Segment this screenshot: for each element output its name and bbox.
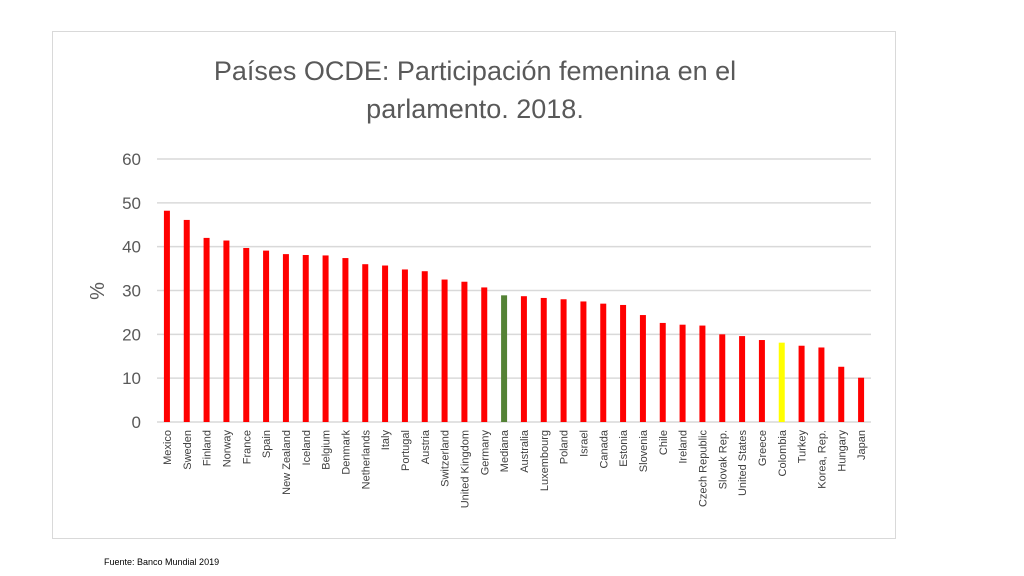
bar-germany <box>481 287 488 422</box>
bar-mediana <box>501 295 508 422</box>
bar-new-zealand <box>282 254 289 422</box>
bar-netherlands <box>362 264 369 422</box>
bar-slovenia <box>639 315 646 422</box>
x-tick-label-turkey: Turkey <box>797 430 809 464</box>
bar-austria <box>421 271 428 422</box>
x-tick-label-poland: Poland <box>559 430 571 464</box>
bar-canada <box>600 303 607 422</box>
x-tick-label-germany: Germany <box>479 430 491 476</box>
chart-title-line-1: Países OCDE: Participación femenina en e… <box>214 56 736 86</box>
x-tick-label-ireland: Ireland <box>678 430 690 464</box>
x-tick-label-united-states: United States <box>737 430 749 497</box>
bar-belgium <box>322 255 329 422</box>
bar-france <box>243 247 250 422</box>
bar-poland <box>560 299 567 422</box>
x-tick-label-estonia: Estonia <box>618 429 630 467</box>
y-tick-label-20: 20 <box>122 325 141 344</box>
x-tick-label-new-zealand: New Zealand <box>281 430 293 495</box>
bar-spain <box>263 250 270 422</box>
bar-australia <box>520 296 527 422</box>
x-tick-label-slovenia: Slovenia <box>638 429 650 472</box>
bar-luxembourg <box>540 297 547 422</box>
bar-united-states <box>739 336 746 422</box>
bar-colombia <box>778 342 785 422</box>
x-tick-label-japan: Japan <box>856 430 868 460</box>
x-tick-label-australia: Australia <box>519 429 531 473</box>
x-tick-label-austria: Austria <box>420 429 432 464</box>
bar-ireland <box>679 324 686 422</box>
chart-frame: Países OCDE: Participación femenina en e… <box>52 31 896 539</box>
bar-italy <box>382 265 389 422</box>
bar-chart: Países OCDE: Participación femenina en e… <box>87 56 871 508</box>
y-tick-label-0: 0 <box>132 413 141 432</box>
bar-sweden <box>183 219 190 422</box>
x-tick-label-spain: Spain <box>261 430 273 458</box>
y-tick-labels: 0 10 20 30 40 50 60 <box>122 150 141 432</box>
x-tick-label-israel: Israel <box>578 430 590 457</box>
bar-korea-rep <box>818 347 825 422</box>
source-note: Fuente: Banco Mundial 2019 <box>104 557 220 567</box>
x-tick-label-korea-rep: Korea, Rep. <box>816 430 828 489</box>
y-tick-label-50: 50 <box>122 194 141 213</box>
bar-portugal <box>401 269 408 422</box>
bar-hungary <box>838 366 845 422</box>
y-tick-label-60: 60 <box>122 150 141 169</box>
gridlines <box>157 158 871 423</box>
x-tick-label-denmark: Denmark <box>340 430 352 475</box>
bar-switzerland <box>441 279 448 422</box>
x-tick-label-slovak-rep: Slovak Rep. <box>717 430 729 489</box>
bar-israel <box>580 301 587 422</box>
bar-mexico <box>163 210 170 422</box>
x-tick-label-mediana: Mediana <box>499 429 511 472</box>
bar-japan <box>858 377 865 422</box>
bar-denmark <box>342 258 349 422</box>
y-axis-label: % <box>87 282 109 300</box>
x-tick-label-luxembourg: Luxembourg <box>539 430 551 491</box>
x-tick-label-sweden: Sweden <box>182 430 194 470</box>
bar-united-kingdom <box>461 281 468 422</box>
bar-finland <box>203 237 210 422</box>
x-tick-label-belgium: Belgium <box>321 430 333 470</box>
x-tick-label-netherlands: Netherlands <box>360 430 372 490</box>
x-tick-label-united-kingdom: United Kingdom <box>459 430 471 508</box>
x-tick-label-switzerland: Switzerland <box>440 430 452 487</box>
x-tick-label-czech-republic: Czech Republic <box>697 430 709 508</box>
x-tick-label-greece: Greece <box>757 430 769 466</box>
bar-czech-republic <box>699 325 706 422</box>
x-tick-label-hungary: Hungary <box>836 430 848 472</box>
x-tick-label-france: France <box>241 430 253 464</box>
bar-greece <box>758 340 765 422</box>
bars <box>163 210 865 422</box>
x-tick-labels: Mexico Sweden Finland Norway France Spain New … <box>162 429 868 508</box>
bar-estonia <box>620 304 627 422</box>
x-tick-label-chile: Chile <box>658 430 670 455</box>
x-tick-label-colombia: Colombia <box>777 429 789 476</box>
bar-turkey <box>798 345 805 422</box>
x-tick-label-portugal: Portugal <box>400 430 412 471</box>
x-tick-label-canada: Canada <box>598 429 610 468</box>
x-tick-label-mexico: Mexico <box>162 430 174 465</box>
y-tick-label-10: 10 <box>122 369 141 388</box>
bar-chile <box>659 322 666 422</box>
x-tick-label-italy: Italy <box>380 430 392 451</box>
y-tick-label-40: 40 <box>122 238 141 257</box>
x-tick-label-norway: Norway <box>221 430 233 468</box>
bar-slovak-rep <box>719 334 726 422</box>
x-tick-label-iceland: Iceland <box>301 430 313 465</box>
chart-title-line-2: parlamento. 2018. <box>366 94 584 124</box>
x-tick-label-finland: Finland <box>202 430 214 466</box>
y-tick-label-30: 30 <box>122 282 141 301</box>
bar-norway <box>223 240 230 422</box>
bar-iceland <box>302 254 309 422</box>
